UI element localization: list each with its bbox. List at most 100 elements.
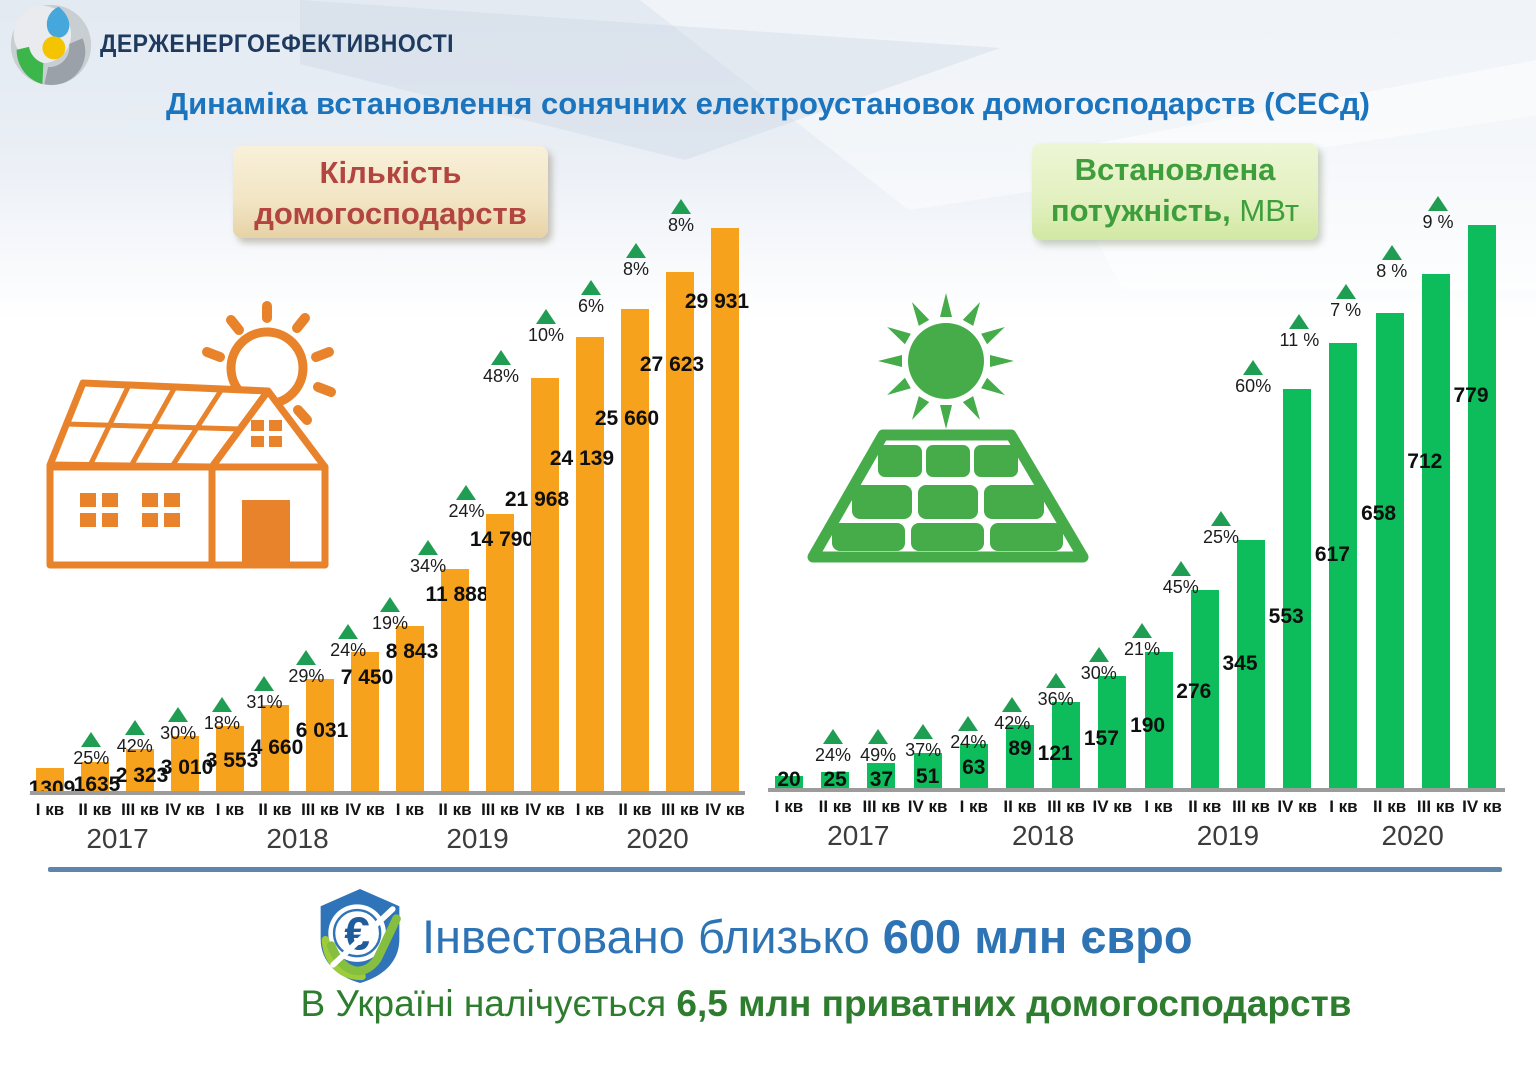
x-axis-quarter-label: ІІ кв — [1003, 797, 1037, 816]
bar-value-label: 11 888 — [425, 582, 489, 606]
x-axis-quarter-label: ІІ кв — [258, 800, 292, 819]
x-axis-year-label: 2019 — [446, 823, 509, 854]
growth-percent: 24% — [950, 731, 987, 752]
invested-row: € Інвестовано близько 600 млн євро — [312, 886, 1193, 986]
growth-percent: 36% — [1037, 689, 1074, 710]
growth-label: 49% — [846, 729, 910, 766]
growth-percent: 11 % — [1279, 329, 1320, 350]
households-chart-axis — [30, 791, 745, 795]
solar-house-icon — [35, 288, 365, 593]
growth-label: 9 % — [1406, 196, 1470, 233]
growth-arrow-icon — [81, 732, 102, 748]
bar-value-label: 712 — [1407, 449, 1443, 473]
bar-capacity-15 — [1421, 273, 1450, 790]
bar-capacity-8 — [1098, 676, 1127, 790]
bar-households-8 — [351, 652, 379, 793]
growth-percent: 6% — [577, 295, 604, 316]
bar-households-15 — [666, 271, 694, 793]
growth-label: 21% — [1110, 623, 1174, 660]
bar-households-3 — [126, 749, 154, 793]
bar-value-label: 20 — [777, 768, 801, 791]
growth-label: 25% — [59, 732, 123, 769]
x-axis-year-label: 2017 — [827, 820, 890, 851]
x-axis-quarter-label: І кв — [575, 800, 605, 819]
bar-value-label: 658 — [1361, 502, 1397, 526]
growth-arrow-icon — [124, 720, 145, 736]
growth-arrow-icon — [1002, 696, 1023, 712]
x-axis-quarter-label: ІІ кв — [818, 797, 852, 816]
growth-label: 24% — [801, 729, 865, 766]
bar-households-6 — [261, 705, 289, 793]
households-title-line2: домогосподарств — [254, 195, 527, 231]
growth-percent: 24% — [448, 501, 485, 522]
growth-percent: 8% — [622, 258, 649, 279]
growth-arrow-icon — [958, 715, 979, 731]
growth-arrow-icon — [823, 729, 844, 745]
households-chart-title: Кількість домогосподарств — [233, 146, 548, 238]
x-axis-quarter-label: І кв — [959, 797, 988, 816]
x-axis-quarter-label: ІІІ кв — [301, 800, 339, 819]
households-total-prefix: В Україні налічується — [300, 983, 667, 1024]
growth-label: 42% — [103, 720, 167, 757]
bar-capacity-9 — [1144, 652, 1173, 790]
x-axis-quarter-label: IV кв — [1462, 797, 1502, 816]
bar-value-label: 617 — [1314, 542, 1350, 566]
growth-label: 42% — [980, 696, 1044, 734]
growth-label: 30% — [1067, 647, 1131, 684]
x-axis-quarter-label: ІІ кв — [618, 800, 652, 819]
x-axis-quarter-label: І кв — [395, 800, 425, 819]
growth-arrow-icon — [491, 349, 511, 365]
growth-percent: 24% — [330, 639, 367, 660]
growth-percent: 34% — [410, 555, 447, 576]
bar-capacity-16 — [1468, 225, 1496, 790]
x-axis-year-label: 2019 — [1196, 820, 1260, 851]
x-axis-quarter-label: І кв — [1329, 797, 1358, 816]
bar-value-label: 37 — [869, 768, 894, 791]
invested-text: Інвестовано близько 600 млн євро — [422, 909, 1193, 964]
growth-percent: 7 % — [1330, 299, 1362, 320]
growth-label: 24% — [936, 715, 1000, 753]
x-axis-year-label: 2018 — [266, 823, 329, 854]
bar-value-label: 3 553 — [205, 749, 259, 773]
growth-arrow-icon — [1335, 283, 1356, 299]
bar-value-label: 190 — [1130, 714, 1166, 738]
bar-value-label: 4 660 — [250, 735, 304, 759]
growth-percent: 21% — [1124, 639, 1161, 660]
households-total-amount: 6,5 млн приватних домогосподарств — [676, 983, 1352, 1024]
growth-arrow-icon — [1170, 561, 1191, 577]
growth-label: 6% — [559, 279, 623, 317]
growth-percent: 18% — [203, 713, 240, 734]
bar-capacity-6 — [1006, 725, 1034, 790]
growth-arrow-icon — [211, 697, 232, 713]
x-axis-quarter-label: IV кв — [525, 800, 565, 819]
growth-arrow-icon — [168, 707, 189, 723]
growth-label: 36% — [1024, 673, 1088, 710]
growth-label: 37% — [891, 724, 955, 761]
bar-value-label: 89 — [1008, 737, 1032, 761]
growth-arrow-icon — [418, 539, 439, 555]
growth-arrow-icon — [1381, 244, 1402, 260]
bar-households-11 — [486, 513, 514, 793]
bar-capacity-13 — [1329, 342, 1358, 790]
bar-value-label: 3 010 — [160, 756, 214, 780]
growth-percent: 37% — [905, 740, 942, 761]
growth-arrow-icon — [296, 650, 317, 666]
bar-value-label: 27 623 — [639, 353, 705, 377]
capacity-chart: 20 І кв 25 24% ІІ кв 37 49% ІІІ кв 51 37% IV кв 63 2… — [773, 196, 1502, 851]
separator-line — [48, 867, 1502, 872]
bar-value-label: 24 139 — [549, 447, 615, 471]
bar-value-label: 553 — [1268, 605, 1304, 629]
bar-value-label: 8 843 — [385, 640, 439, 664]
x-axis-quarter-label: IV кв — [1277, 797, 1318, 816]
x-axis-year-label: 2020 — [626, 823, 689, 854]
bar-value-label: 14 790 — [469, 527, 535, 551]
capacity-title-unit: МВт — [1239, 192, 1300, 228]
growth-label: 10% — [514, 308, 578, 346]
bar-households-10 — [441, 568, 469, 793]
bar-capacity-5 — [959, 744, 988, 790]
bar-households-2 — [81, 762, 109, 793]
growth-percent: 19% — [371, 613, 408, 634]
bar-households-9 — [396, 626, 424, 793]
growth-arrow-icon — [913, 724, 934, 740]
x-axis-quarter-label: IV кв — [165, 800, 205, 819]
